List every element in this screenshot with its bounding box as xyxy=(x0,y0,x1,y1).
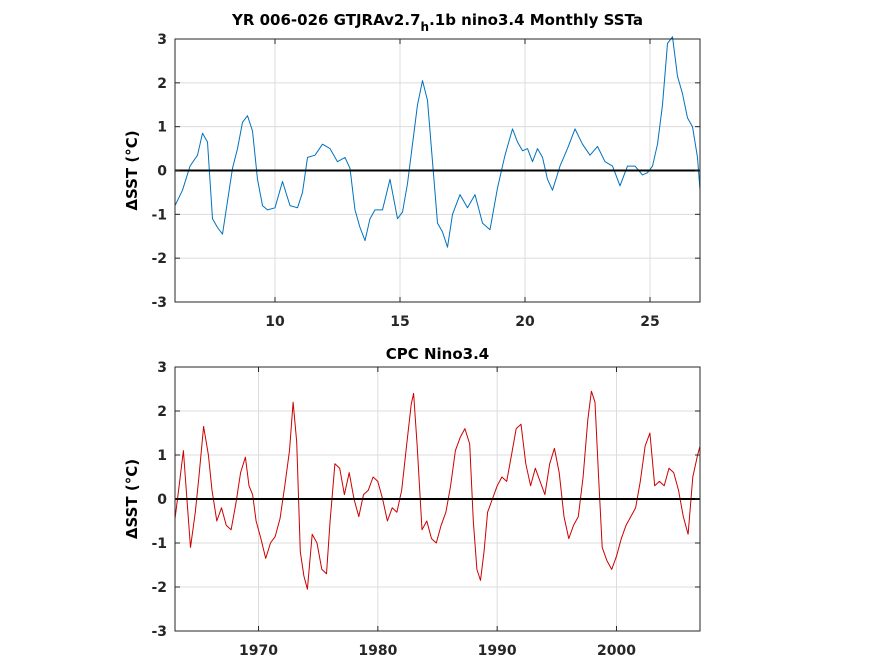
top-ytick-label: -2 xyxy=(151,251,167,267)
bottom-xtick-label: 1990 xyxy=(478,643,517,656)
top-xtick-label: 20 xyxy=(515,314,535,330)
top-ylabel: ΔSST (°C) xyxy=(123,130,141,210)
bottom-ytick-label: 0 xyxy=(157,492,167,508)
top-title-main: YR 006-026 GTJRAv2.7 xyxy=(231,11,421,29)
top-ytick-label: -1 xyxy=(151,207,167,223)
top-xtick-label: 25 xyxy=(640,314,659,330)
top-title: YR 006-026 GTJRAv2.7h.1b nino3.4 Monthly… xyxy=(231,11,643,34)
top-title-subscript: h xyxy=(421,20,430,34)
bottom-xtick-label: 2000 xyxy=(597,643,636,656)
top-ytick-label: -3 xyxy=(151,295,167,311)
bottom-ticks: 1970 1980 1990 2000 -3 -2 -1 0 1 2 3 xyxy=(151,360,700,656)
bottom-ytick-label: -3 xyxy=(151,624,167,640)
top-xtick-label: 10 xyxy=(265,314,285,330)
top-ytick-label: 3 xyxy=(157,32,167,48)
bottom-title: CPC Nino3.4 xyxy=(386,345,489,363)
bottom-ytick-label: 1 xyxy=(157,448,167,464)
top-ticks: 10 15 20 25 -3 -2 -1 0 1 2 3 xyxy=(151,32,700,330)
bottom-xtick-label: 1980 xyxy=(358,643,397,656)
panel-top: YR 006-026 GTJRAv2.7h.1b nino3.4 Monthly… xyxy=(123,11,701,330)
bottom-ytick-label: 2 xyxy=(157,404,167,420)
bottom-ytick-label: -2 xyxy=(151,580,167,596)
top-title-tail: .1b nino3.4 Monthly SSTa xyxy=(429,11,643,29)
bottom-ytick-label: -1 xyxy=(151,536,167,552)
top-series-line xyxy=(174,36,701,248)
top-xtick-label: 15 xyxy=(390,314,409,330)
panel-bottom: CPC Nino3.4 1970 1980 1990 2000 -3 -2 -1 0 1 2 3 Δ… xyxy=(123,345,701,656)
bottom-series-line xyxy=(174,390,701,590)
bottom-xtick-label: 1970 xyxy=(239,643,278,656)
bottom-ylabel: ΔSST (°C) xyxy=(123,459,141,539)
top-ytick-label: 2 xyxy=(157,76,167,92)
bottom-ytick-label: 3 xyxy=(157,360,167,376)
top-ytick-label: 1 xyxy=(157,120,167,136)
top-ytick-label: 0 xyxy=(157,164,167,180)
